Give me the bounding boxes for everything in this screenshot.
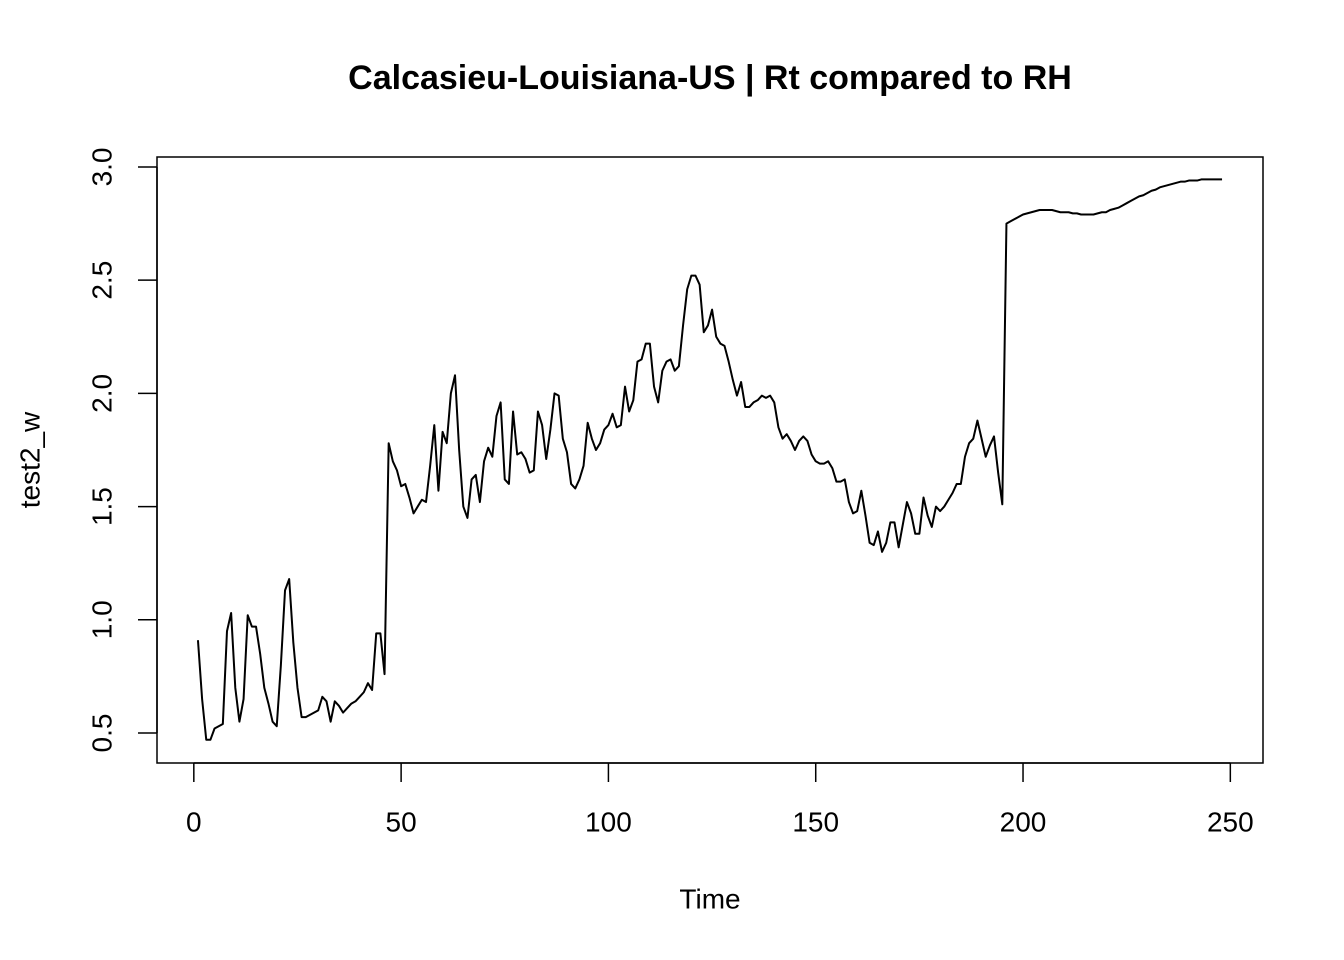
- y-tick-label: 1.0: [86, 600, 117, 639]
- y-tick-label: 2.5: [86, 261, 117, 300]
- x-tick-label: 0: [186, 806, 202, 837]
- y-tick-label: 3.0: [86, 147, 117, 186]
- x-tick-label: 250: [1207, 806, 1254, 837]
- y-tick-label: 0.5: [86, 714, 117, 753]
- x-tick-label: 150: [792, 806, 839, 837]
- y-tick-label: 2.0: [86, 374, 117, 413]
- x-axis-label: Time: [679, 883, 740, 914]
- y-axis-label: test2_w: [14, 411, 45, 508]
- data-line: [196, 178, 1223, 741]
- x-tick-label: 100: [585, 806, 632, 837]
- x-tick-label: 200: [1000, 806, 1047, 837]
- chart-title: Calcasieu-Louisiana-US | Rt compared to …: [348, 59, 1072, 97]
- x-tick-label: 50: [386, 806, 417, 837]
- y-tick-label: 1.5: [86, 487, 117, 526]
